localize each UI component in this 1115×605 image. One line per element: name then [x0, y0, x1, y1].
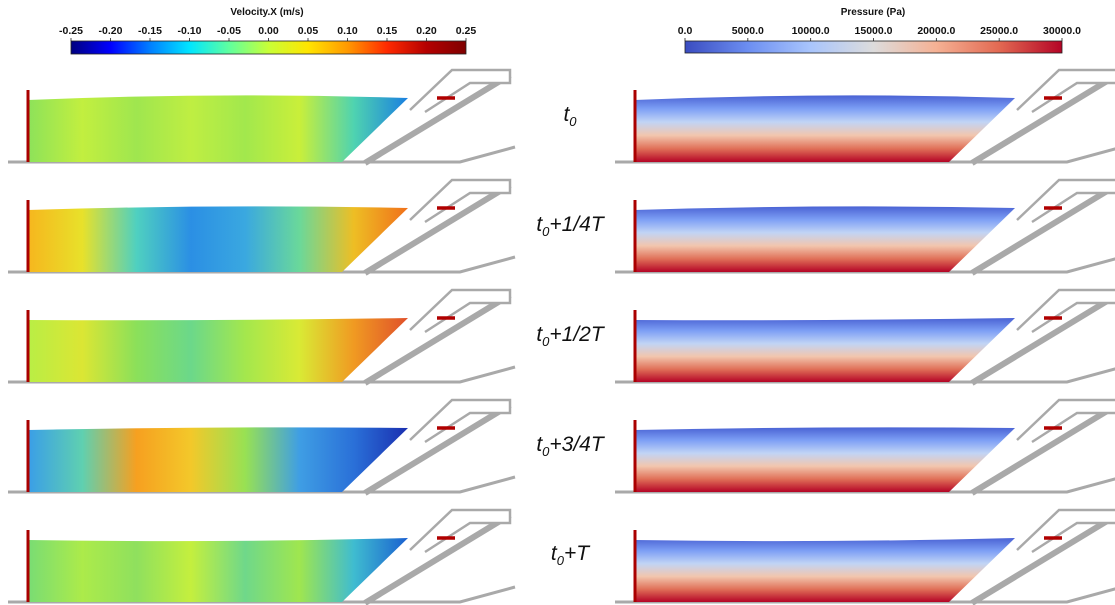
- sloped-beach: [363, 292, 512, 386]
- water-field: [635, 206, 1015, 272]
- velocity-panel: [8, 68, 516, 166]
- time-label-suffix: +3/4T: [549, 433, 605, 456]
- pressure-panel: [615, 398, 1115, 496]
- pressure-panel: [615, 508, 1115, 605]
- sloped-beach: [970, 512, 1115, 605]
- velocity-colorbar: Velocity.X (m/s) -0.25 -0.20 -0.15 -0.10 -0.…: [59, 7, 476, 55]
- time-label: t0+3/4T: [536, 433, 606, 459]
- pressure-colorbar-tick-label: 25000.0: [980, 25, 1018, 37]
- chamber-structure: [1016, 288, 1115, 334]
- time-label-subscript: 0: [542, 224, 550, 239]
- time-label-base: t: [563, 103, 570, 126]
- time-label: t0: [563, 103, 577, 129]
- velocity-colorbar-tick-label: -0.15: [138, 25, 162, 37]
- velocity-colorbar-ticks: -0.25 -0.20 -0.15 -0.10 -0.05 0.00 0.05 0.10 0.1…: [59, 25, 476, 41]
- sloped-beach: [363, 72, 512, 166]
- time-label-subscript: 0: [542, 444, 550, 459]
- velocity-colorbar-gradient: [70, 40, 467, 55]
- velocity-colorbar-title: Velocity.X (m/s): [230, 7, 303, 18]
- velocity-panel: [8, 288, 516, 386]
- sloped-beach: [363, 182, 512, 276]
- chamber-structure: [409, 68, 512, 114]
- chamber-structure: [1016, 508, 1115, 554]
- time-label: t0+1/4T: [536, 213, 606, 239]
- pressure-colorbar-tick-label: 0.0: [678, 25, 693, 37]
- water-field: [635, 95, 1015, 162]
- pressure-panel: [615, 68, 1115, 166]
- sloped-beach: [363, 402, 512, 496]
- pressure-colorbar-tick-label: 5000.0: [732, 25, 764, 37]
- sloped-beach: [970, 72, 1115, 166]
- time-label: t0+T: [551, 542, 591, 568]
- pressure-colorbar-tick-label: 30000.0: [1043, 25, 1081, 37]
- chamber-structure: [409, 398, 512, 444]
- time-label-subscript: 0: [569, 114, 577, 129]
- chamber-structure: [409, 508, 512, 554]
- pressure-colorbar: Pressure (Pa) 0.0 5000.0 10000.0 15000.0 200…: [678, 7, 1081, 54]
- chamber-structure: [409, 178, 512, 224]
- velocity-colorbar-tick-label: -0.10: [178, 25, 202, 37]
- velocity-colorbar-tick-label: 0.10: [337, 25, 358, 37]
- time-label-suffix: +1/4T: [549, 213, 605, 236]
- time-label-base: t: [536, 433, 543, 456]
- velocity-colorbar-tick-label: 0.25: [456, 25, 477, 37]
- velocity-colorbar-tick-label: 0.05: [298, 25, 319, 37]
- time-label-base: t: [536, 213, 543, 236]
- chamber-structure: [1016, 178, 1115, 224]
- snapshot-panels: [8, 68, 1115, 605]
- time-label-suffix: +T: [564, 542, 591, 565]
- pressure-colorbar-title: Pressure (Pa): [841, 7, 905, 18]
- velocity-colorbar-tick-label: 0.15: [377, 25, 398, 37]
- water-field: [635, 427, 1015, 492]
- time-label-suffix: +1/2T: [549, 323, 605, 346]
- time-label-base: t: [536, 323, 543, 346]
- pressure-colorbar-gradient: [684, 40, 1063, 54]
- velocity-panel: [8, 508, 516, 605]
- chamber-structure: [1016, 68, 1115, 114]
- pressure-colorbar-tick-label: 20000.0: [917, 25, 955, 37]
- chamber-structure: [1016, 398, 1115, 444]
- time-label-subscript: 0: [542, 334, 550, 349]
- pressure-panel: [615, 288, 1115, 386]
- velocity-panel: [8, 398, 516, 496]
- chamber-structure: [409, 288, 512, 334]
- water-field: [28, 427, 408, 492]
- pressure-colorbar-ticks: 0.0 5000.0 10000.0 15000.0 20000.0 25000.0 300…: [678, 25, 1081, 41]
- pressure-panel: [615, 178, 1115, 276]
- time-label-base: t: [551, 542, 558, 565]
- sloped-beach: [970, 182, 1115, 276]
- velocity-colorbar-tick-label: -0.05: [217, 25, 241, 37]
- time-label: t0+1/2T: [536, 323, 606, 349]
- pressure-colorbar-tick-label: 10000.0: [792, 25, 830, 37]
- velocity-panel: [8, 178, 516, 276]
- pressure-colorbar-tick-label: 15000.0: [855, 25, 893, 37]
- velocity-colorbar-tick-label: -0.20: [99, 25, 123, 37]
- time-label-subscript: 0: [557, 553, 565, 568]
- water-field: [28, 95, 408, 162]
- water-field: [28, 206, 408, 272]
- sloped-beach: [363, 512, 512, 605]
- water-field: [28, 538, 408, 602]
- sloped-beach: [970, 402, 1115, 496]
- water-field: [635, 538, 1015, 602]
- velocity-colorbar-tick-label: -0.25: [59, 25, 83, 37]
- velocity-colorbar-tick-label: 0.20: [416, 25, 437, 37]
- velocity-colorbar-tick-label: 0.00: [258, 25, 279, 37]
- sloped-beach: [970, 292, 1115, 386]
- water-field: [635, 318, 1015, 382]
- water-field: [28, 318, 408, 382]
